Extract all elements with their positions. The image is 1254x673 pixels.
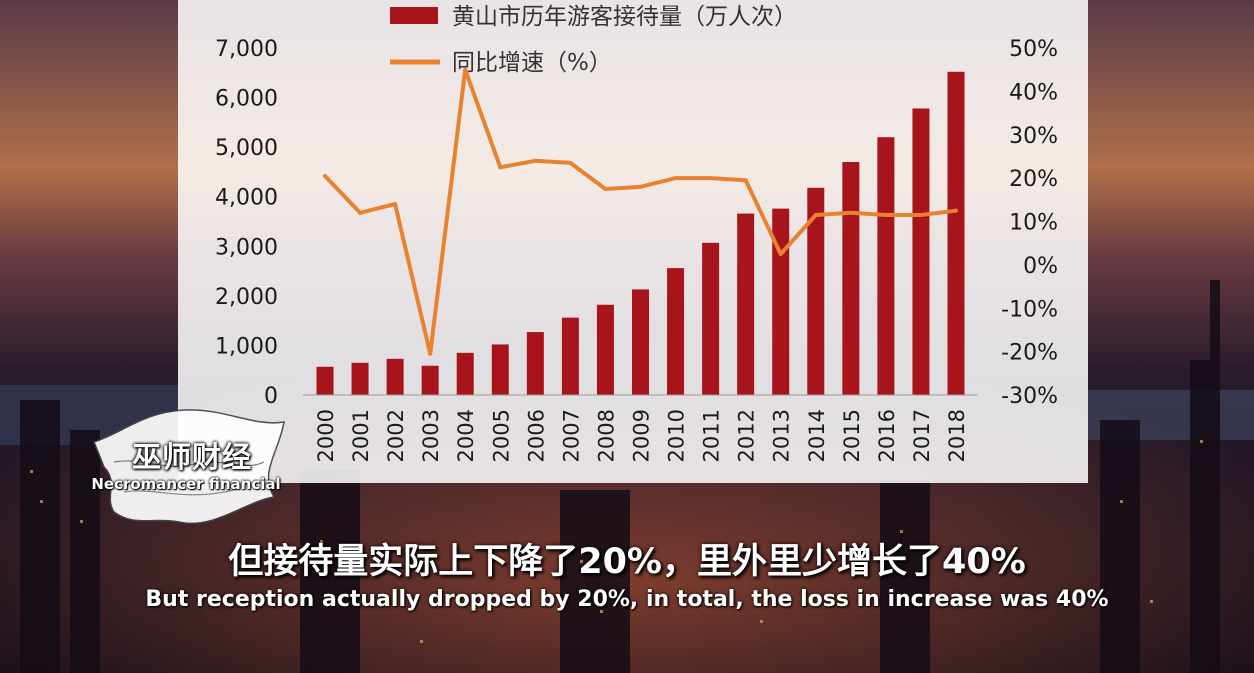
bar — [912, 108, 930, 395]
bar — [667, 268, 685, 395]
y-left-tick-label: 0 — [264, 384, 278, 409]
bar — [772, 208, 790, 395]
left-y-axis: 0 1,000 2,000 3,000 4,000 5,000 6,000 7,000 — [215, 37, 278, 409]
x-axis: 2000 2001 2002 2003 2004 2005 2006 2007 2008 2009… — [303, 394, 978, 462]
bar — [737, 213, 755, 395]
growth-point — [603, 186, 608, 191]
dual-axis-chart: 黄山市历年游客接待量（万人次） 同比增速（%） 0 1,000 2,000 3,000… — [215, 4, 1058, 462]
bar — [491, 344, 509, 395]
y-left-tick-label: 1,000 — [215, 334, 278, 359]
bar — [526, 332, 544, 395]
growth-point — [673, 176, 678, 181]
x-tick-label: 2002 — [384, 409, 408, 462]
growth-point — [708, 176, 713, 181]
legend-line-label: 同比增速（%） — [452, 50, 612, 76]
x-tick-label: 2013 — [770, 409, 794, 462]
x-tick-label: 2007 — [559, 409, 583, 462]
logo-emblem-icon — [93, 409, 285, 525]
x-tick-label: 2014 — [805, 409, 829, 462]
y-left-tick-label: 4,000 — [215, 186, 278, 211]
x-tick-label: 2017 — [910, 409, 934, 462]
bar — [947, 71, 965, 396]
x-tick-label: 2004 — [454, 409, 478, 462]
x-tick-label: 2012 — [735, 409, 759, 462]
chart-legend: 黄山市历年游客接待量（万人次） 同比增速（%） — [390, 4, 797, 76]
x-tick-label: 2006 — [524, 409, 548, 462]
growth-point — [323, 173, 327, 178]
y-left-tick-label: 7,000 — [215, 37, 278, 62]
legend-bar-label: 黄山市历年游客接待量（万人次） — [452, 4, 797, 30]
bar — [386, 358, 404, 395]
growth-point — [638, 184, 643, 189]
bar — [632, 289, 649, 395]
y-right-tick-label: -20% — [1001, 341, 1058, 366]
growth-point — [428, 351, 433, 356]
bar — [421, 365, 439, 395]
growth-point — [954, 208, 958, 213]
subtitle-english: But reception actually dropped by 20%, i… — [145, 587, 1109, 612]
x-tick-label: 2010 — [665, 409, 689, 462]
bar — [702, 242, 720, 395]
y-right-tick-label: 0% — [1023, 254, 1058, 279]
chart-panel — [178, 0, 1088, 483]
x-tick-label: 2009 — [630, 409, 654, 462]
y-right-tick-label: -30% — [1001, 384, 1058, 409]
growth-point — [848, 210, 853, 215]
growth-point — [778, 252, 783, 257]
y-right-tick-label: -10% — [1001, 297, 1058, 322]
bar — [596, 304, 614, 395]
bar — [351, 362, 369, 395]
y-right-tick-label: 40% — [1009, 80, 1058, 105]
bar — [842, 162, 860, 395]
y-left-tick-label: 2,000 — [215, 285, 278, 310]
growth-point — [918, 212, 923, 217]
growth-point — [568, 160, 573, 165]
y-right-tick-label: 20% — [1009, 167, 1058, 192]
subtitle-chinese: 但接待量实际上下降了20%，里外里少增长了40% — [228, 542, 1026, 582]
y-left-tick-label: 5,000 — [215, 136, 278, 161]
growth-point — [813, 212, 818, 217]
line-series — [323, 67, 958, 356]
growth-point — [393, 202, 398, 207]
x-tick-label: 2003 — [419, 409, 443, 462]
x-tick-label: 2015 — [840, 409, 864, 462]
x-tick-label: 2008 — [594, 409, 618, 462]
bar — [456, 352, 474, 395]
bar — [807, 187, 825, 395]
x-tick-label: 2016 — [875, 409, 899, 462]
y-left-tick-label: 6,000 — [215, 87, 278, 112]
growth-point — [743, 178, 748, 183]
x-tick-label: 2011 — [700, 409, 724, 462]
x-tick-label: 2005 — [489, 409, 513, 462]
logo-chinese-text: 巫师财经 — [131, 440, 252, 474]
growth-point — [883, 212, 888, 217]
logo-english-text: Necromancer financial — [91, 475, 281, 493]
bar-series — [316, 71, 965, 396]
growth-point — [463, 67, 468, 72]
x-tick-label: 2018 — [945, 409, 969, 462]
y-right-tick-label: 30% — [1009, 124, 1058, 149]
y-right-tick-label: 10% — [1009, 211, 1058, 236]
y-left-tick-label: 3,000 — [215, 235, 278, 260]
right-y-axis: -30% -20% -10% 0% 10% 20% 30% 40% 50% — [1001, 37, 1058, 409]
legend-bar-swatch — [390, 7, 438, 24]
growth-point — [358, 210, 363, 215]
x-tick-label: 2000 — [314, 409, 338, 462]
bar — [561, 317, 579, 395]
bar — [877, 137, 895, 395]
growth-point — [533, 158, 538, 163]
y-right-tick-label: 50% — [1009, 37, 1058, 62]
bar — [316, 366, 334, 395]
x-tick-label: 2001 — [349, 409, 373, 462]
growth-point — [498, 165, 503, 170]
